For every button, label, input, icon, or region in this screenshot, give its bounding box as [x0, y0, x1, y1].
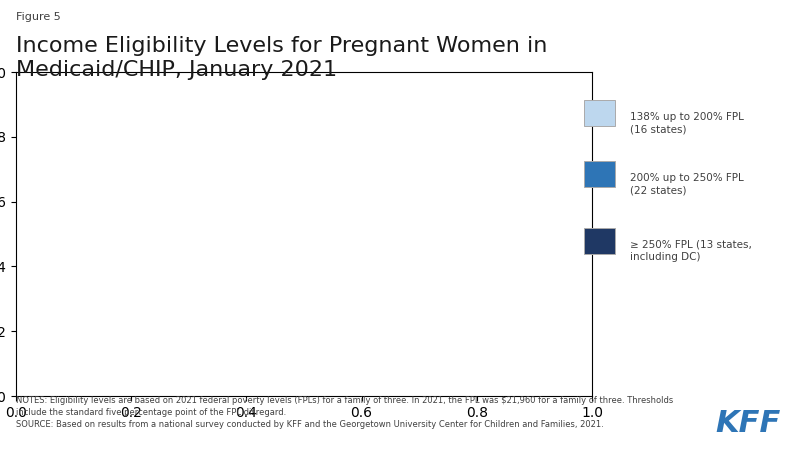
FancyBboxPatch shape [584, 228, 615, 254]
Text: Figure 5: Figure 5 [16, 12, 61, 22]
Text: NOTES: Eligibility levels are based on 2021 federal poverty levels (FPLs) for a : NOTES: Eligibility levels are based on 2… [16, 396, 674, 428]
Text: KFF: KFF [715, 409, 781, 437]
FancyBboxPatch shape [584, 100, 615, 126]
Text: ≥ 250% FPL (13 states,
including DC): ≥ 250% FPL (13 states, including DC) [630, 240, 752, 262]
Text: Income Eligibility Levels for Pregnant Women in
Medicaid/CHIP, January 2021: Income Eligibility Levels for Pregnant W… [16, 36, 547, 80]
Text: 200% up to 250% FPL
(22 states): 200% up to 250% FPL (22 states) [630, 173, 743, 195]
FancyBboxPatch shape [584, 161, 615, 187]
Text: 138% up to 200% FPL
(16 states): 138% up to 200% FPL (16 states) [630, 112, 744, 135]
